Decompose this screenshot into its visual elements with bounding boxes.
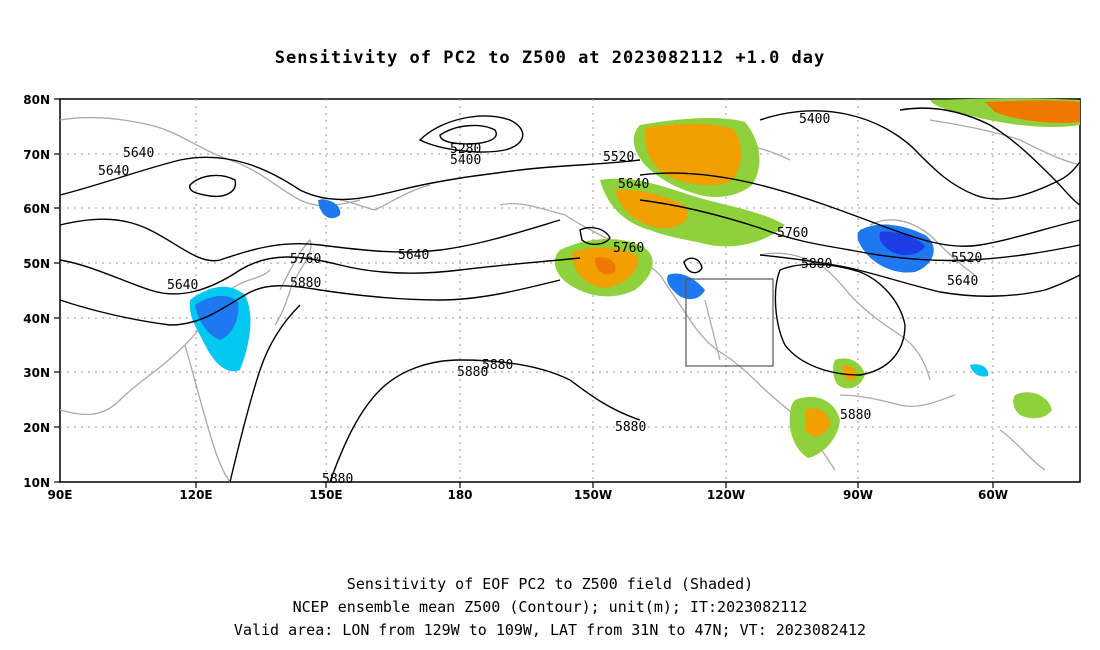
sensitivity-map: 5640 5640 5640 5760 5880 5640 5280 5400 …: [23, 93, 1081, 502]
footer-line-1: Sensitivity of EOF PC2 to Z500 field (Sh…: [346, 575, 754, 593]
footer-line-3: Valid area: LON from 129W to 109W, LAT f…: [233, 621, 867, 639]
contour-label: 5880: [322, 472, 353, 487]
lon-tick-label: 150E: [309, 488, 342, 502]
contour-label: 5640: [167, 278, 198, 293]
lat-tick-label: 10N: [23, 476, 50, 490]
contour-label: 5640: [98, 164, 129, 179]
lon-tick-label: 90E: [48, 488, 73, 502]
contour-label: 5280: [450, 142, 481, 157]
contour-label: 5640: [947, 274, 978, 289]
contour-label: 5640: [618, 177, 649, 192]
contour-label: 5400: [450, 153, 481, 168]
z500-contours: [59, 107, 1081, 483]
contour-label: 5880: [840, 408, 871, 423]
lat-tick-label: 70N: [23, 148, 50, 162]
contour-label: 5640: [398, 248, 429, 263]
sensitivity-shading: [189, 98, 1080, 458]
lon-tick-label: 120E: [179, 488, 212, 502]
contour-label: 5520: [603, 150, 634, 165]
contour-label: 5880: [457, 365, 488, 380]
lat-tick-label: 60N: [23, 202, 50, 216]
lat-tick-labels: 80N 70N 60N 50N 40N 30N 20N 10N: [23, 93, 50, 490]
valid-area-box: [685, 278, 774, 367]
contour-label: 5880: [615, 420, 646, 435]
lon-tick-marks: [195, 482, 994, 488]
contour-labels: 5640 5640 5640 5760 5880 5640 5280 5400 …: [98, 112, 982, 487]
lat-tick-label: 50N: [23, 257, 50, 271]
lat-tick-label: 20N: [23, 421, 50, 435]
contour-label: 5760: [613, 241, 644, 256]
contour-label: 5880: [290, 276, 321, 291]
contour-label: 5400: [799, 112, 830, 127]
lon-tick-label: 120W: [707, 488, 745, 502]
lon-tick-label: 60W: [978, 488, 1008, 502]
lat-tick-label: 80N: [23, 93, 50, 107]
map-title: Sensitivity of PC2 to Z500 at 2023082112…: [274, 48, 826, 68]
contour-label: 5880: [801, 257, 832, 272]
lon-tick-label: 90W: [843, 488, 873, 502]
footer-line-2: NCEP ensemble mean Z500 (Contour); unit(…: [292, 598, 808, 616]
lat-tick-marks: [54, 98, 60, 483]
contour-label: 5760: [777, 226, 808, 241]
contour-label: 5520: [951, 251, 982, 266]
contour-label: 5640: [123, 146, 154, 161]
lon-tick-label: 180: [447, 488, 472, 502]
lon-tick-labels: 90E 120E 150E 180 150W 120W 90W 60W: [48, 488, 1008, 502]
lon-tick-label: 150W: [574, 488, 612, 502]
lat-tick-label: 40N: [23, 312, 50, 326]
lat-tick-label: 30N: [23, 366, 50, 380]
contour-label: 5880: [482, 358, 513, 373]
contour-label: 5760: [290, 252, 321, 267]
